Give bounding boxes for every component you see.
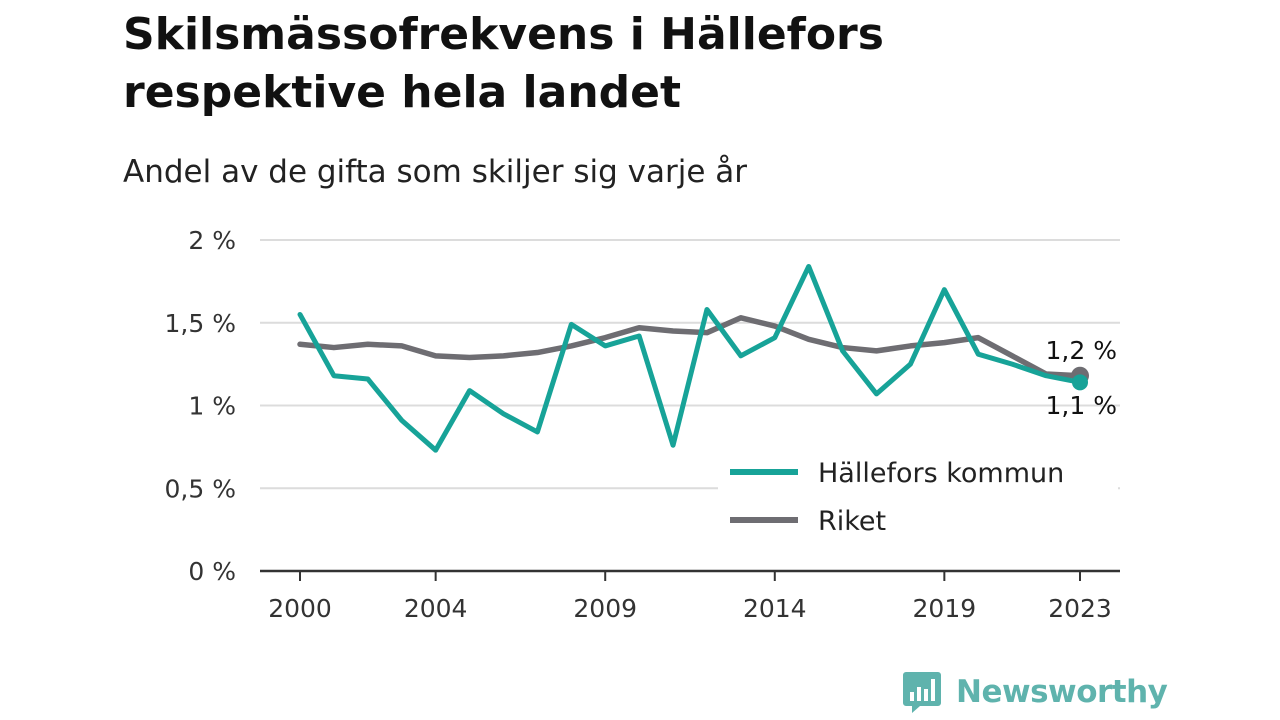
y-tick-label: 2 % <box>188 226 236 255</box>
brand-name: Newsworthy <box>956 674 1168 710</box>
chart-title: Skilsmässofrekvens i Hällefors respektiv… <box>123 9 884 118</box>
end-label-hallefors: 1,1 % <box>1046 391 1117 420</box>
legend-label: Hällefors kommun <box>818 458 1064 489</box>
x-tick-label: 2000 <box>268 594 332 623</box>
x-tick-label: 2019 <box>913 594 977 623</box>
legend-box <box>718 448 1118 548</box>
x-tick-label: 2004 <box>404 594 468 623</box>
y-tick-label: 1 % <box>188 392 236 421</box>
series-line-hallefors <box>297 263 1083 453</box>
newsworthy-logo: Newsworthy <box>902 670 1168 714</box>
x-tick-label: 2023 <box>1048 594 1112 623</box>
legend-label: Riket <box>818 506 886 537</box>
end-marker-hallefors <box>1072 374 1088 391</box>
chart-subtitle: Andel av de gifta som skiljer sig varje … <box>123 154 747 190</box>
y-tick-label: 0,5 % <box>165 474 236 503</box>
end-label-riket: 1,2 % <box>1046 336 1117 365</box>
y-tick-label: 1,5 % <box>165 309 236 338</box>
y-tick-label: 0 % <box>188 557 236 586</box>
x-tick-label: 2014 <box>743 594 807 623</box>
x-tick-label: 2009 <box>573 594 637 623</box>
series-line-riket <box>297 315 1083 379</box>
bar-chart-speech-icon <box>903 672 941 713</box>
